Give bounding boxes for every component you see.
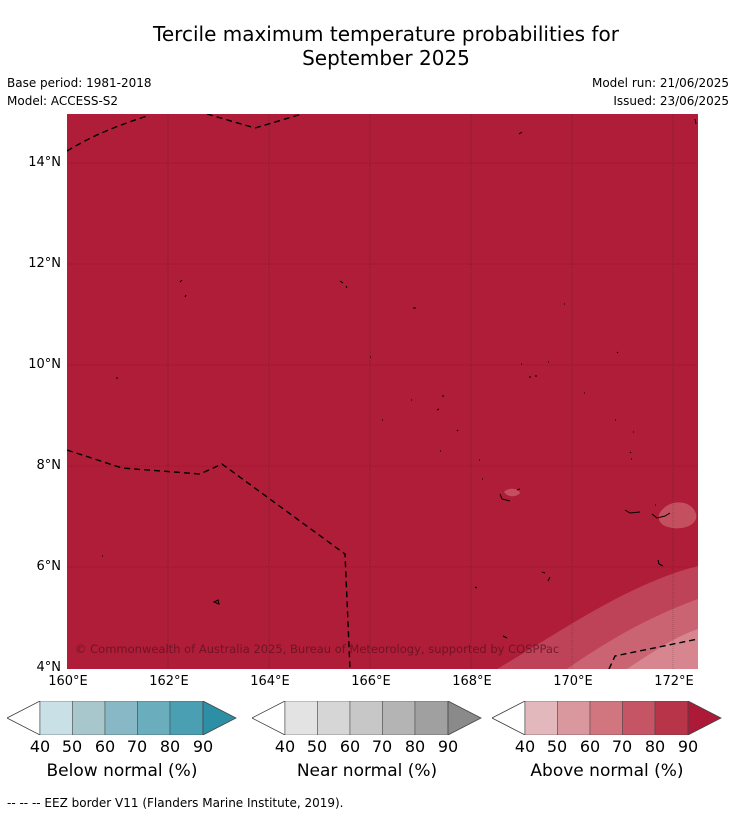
tick: 80: [644, 737, 666, 756]
tick: 40: [274, 737, 296, 756]
copyright-text: © Commonwealth of Australia 2025, Bureau…: [75, 642, 559, 656]
y-tick-4n: 4°N: [36, 660, 62, 675]
colorbar-below-seg-50: [72, 700, 106, 736]
x-tick-162e: 162°E: [149, 674, 189, 689]
tick: 60: [94, 737, 116, 756]
island: [440, 450, 480, 461]
colorbar-near-seg-60: [349, 700, 383, 736]
title-line-1: Tercile maximum temperature probabilitie…: [153, 22, 619, 46]
island: [651, 512, 671, 519]
colorbar-above-seg-70: [622, 700, 656, 736]
island: [516, 488, 521, 491]
colorbar-below-seg-80: [169, 700, 204, 736]
eez-border-mid: [67, 449, 351, 669]
x-tick-160e: 160°E: [48, 674, 88, 689]
meta-right: Model run: 21/06/2025 Issued: 23/06/2025: [592, 74, 729, 110]
colorbar-below-seg-70: [137, 700, 171, 736]
base-period: Base period: 1981-2018: [7, 76, 152, 90]
island: [521, 361, 549, 365]
x-tick-164e: 164°E: [250, 674, 290, 689]
colorbar-above-normal: [491, 700, 722, 739]
island: [624, 509, 641, 514]
colorbar-above-seg-50: [557, 700, 591, 736]
colorbar-near-label: Near normal (%): [296, 761, 438, 781]
tick: 40: [29, 737, 51, 756]
colorbar-above-seg-60: [589, 700, 623, 736]
tick: 50: [306, 737, 328, 756]
colorbar-below-seg-60: [104, 700, 138, 736]
above-normal-60-band: [627, 629, 698, 669]
island: [694, 118, 697, 125]
island: [382, 419, 459, 432]
colorbar-above-seg-40: [524, 700, 558, 736]
colorbar-near-normal: [251, 700, 482, 739]
colorbar-near-seg-80: [414, 700, 449, 736]
y-tick-8n: 8°N: [36, 458, 62, 473]
y-tick-12n: 12°N: [28, 256, 61, 271]
tick: 90: [437, 737, 459, 756]
model-name: Model: ACCESS-S2: [7, 94, 119, 108]
colorbar-near-over: [447, 700, 482, 736]
island: [541, 571, 551, 582]
colorbar-above-under: [491, 700, 526, 736]
island: [502, 635, 508, 639]
x-tick-168e: 168°E: [452, 674, 492, 689]
issued-date: Issued: 23/06/2025: [613, 94, 729, 108]
colorbar-above-label: Above normal (%): [530, 761, 684, 781]
colorbar-below-label: Below normal (%): [46, 761, 198, 781]
model-run: Model run: 21/06/2025: [591, 76, 729, 90]
tick: 70: [371, 737, 393, 756]
tick: 60: [339, 737, 361, 756]
eez-footnote: -- -- -- EEZ border V11 (Flanders Marine…: [7, 796, 344, 810]
tick: 70: [126, 737, 148, 756]
island: [339, 280, 348, 289]
eez-border-north-2: [206, 114, 303, 129]
colorbar-below-under: [6, 700, 41, 736]
y-tick-10n: 10°N: [28, 357, 61, 372]
y-tick-14n: 14°N: [28, 155, 61, 170]
meta-left: Base period: 1981-2018 Model: ACCESS-S2: [7, 74, 152, 110]
above-normal-90-field: [67, 114, 698, 669]
colorbar-near-seg-40: [284, 700, 318, 736]
island: [657, 559, 664, 567]
tick: 50: [61, 737, 83, 756]
y-tick-6n: 6°N: [36, 559, 62, 574]
map-title: Tercile maximum temperature probabilitie…: [0, 22, 736, 70]
tick: 80: [159, 737, 181, 756]
x-tick-172e: 172°E: [654, 674, 694, 689]
island: [616, 351, 619, 354]
island: [474, 586, 478, 589]
eez-border-southeast: [608, 638, 698, 669]
tick: 70: [611, 737, 633, 756]
above-normal-80-patch: [658, 502, 697, 529]
tick: 60: [579, 737, 601, 756]
tick: 80: [404, 737, 426, 756]
eez-border-north: [67, 115, 148, 152]
colorbar-below-over: [202, 700, 237, 736]
colorbar-near-seg-50: [317, 700, 351, 736]
island: [615, 419, 634, 460]
x-tick-170e: 170°E: [553, 674, 593, 689]
probability-map[interactable]: © Commonwealth of Australia 2025, Bureau…: [67, 114, 698, 669]
island: [411, 395, 444, 411]
colorbar-below-normal: [6, 700, 237, 739]
colorbar-above-seg-80: [654, 700, 689, 736]
island: [518, 131, 523, 135]
colorbar-above-over: [687, 700, 722, 736]
colorbar-near-seg-70: [382, 700, 416, 736]
tick: 40: [514, 737, 536, 756]
island: [179, 279, 187, 298]
colorbar-near-under: [251, 700, 286, 736]
tick: 90: [192, 737, 214, 756]
x-tick-166e: 166°E: [351, 674, 391, 689]
island: [529, 375, 537, 378]
tick: 50: [546, 737, 568, 756]
colorbar-below-seg-40: [39, 700, 73, 736]
island: [212, 599, 220, 605]
title-line-2: September 2025: [302, 46, 470, 70]
tick: 90: [677, 737, 699, 756]
island: [499, 493, 511, 502]
above-normal-80-patch-small: [504, 488, 520, 497]
